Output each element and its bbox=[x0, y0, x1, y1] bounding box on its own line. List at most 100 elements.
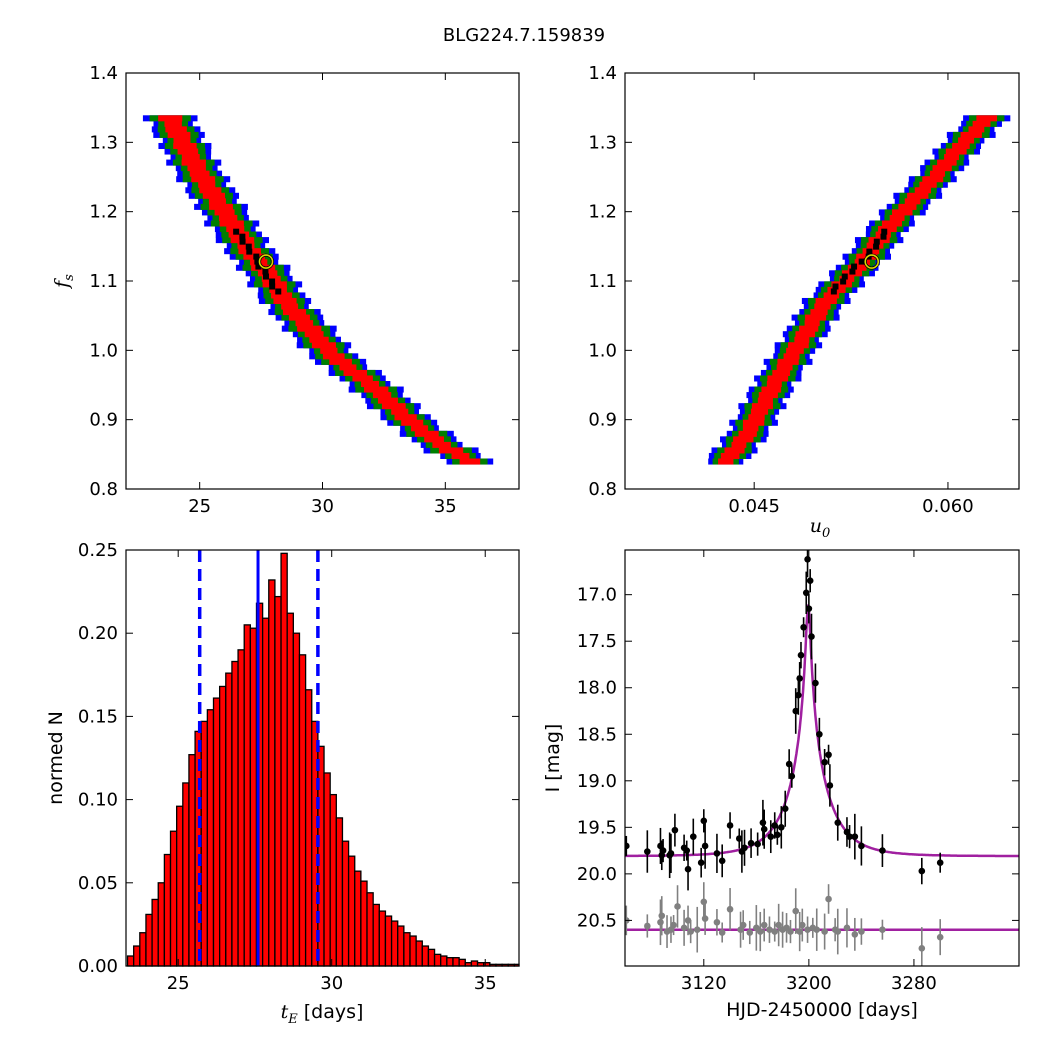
red-likelihood-cell bbox=[799, 325, 819, 332]
x-tick-label: 0.060 bbox=[922, 496, 974, 517]
photometry-point bbox=[792, 707, 800, 715]
histogram-bar bbox=[409, 935, 417, 967]
photometry-point bbox=[918, 867, 926, 875]
red-likelihood-cell bbox=[372, 392, 392, 399]
histogram-bar bbox=[163, 853, 172, 967]
red-likelihood-cell bbox=[295, 320, 314, 327]
photometry-point bbox=[683, 847, 691, 854]
histogram-bar bbox=[268, 579, 276, 967]
red-likelihood-cell bbox=[187, 165, 206, 172]
comparison-point bbox=[739, 921, 747, 929]
photometry-point bbox=[802, 589, 810, 597]
photometry-point bbox=[644, 848, 651, 855]
black-likelihood-cell bbox=[253, 253, 260, 260]
histogram-bar bbox=[354, 870, 362, 967]
y-tick-label: 1.4 bbox=[588, 63, 617, 84]
red-likelihood-cell bbox=[438, 447, 464, 454]
histogram-bar bbox=[212, 697, 221, 967]
photometry-point bbox=[788, 772, 796, 780]
black-likelihood-cell bbox=[881, 228, 888, 235]
comparison-point bbox=[713, 918, 721, 926]
red-likelihood-cell bbox=[919, 181, 937, 188]
red-likelihood-cell bbox=[167, 131, 191, 138]
y-tick-label: 17.5 bbox=[577, 631, 617, 652]
red-likelihood-cell bbox=[164, 120, 182, 127]
photometry-point bbox=[800, 623, 807, 631]
red-likelihood-cell bbox=[208, 198, 226, 205]
photometry-point bbox=[671, 826, 679, 834]
red-likelihood-cell bbox=[972, 120, 991, 127]
photometry-point bbox=[701, 842, 709, 850]
red-likelihood-cell bbox=[401, 419, 424, 426]
photometry-point bbox=[851, 833, 859, 840]
red-likelihood-cell bbox=[309, 336, 329, 343]
red-likelihood-cell bbox=[364, 386, 389, 393]
red-likelihood-cell bbox=[424, 436, 444, 443]
photometry-point bbox=[825, 751, 832, 759]
y-tick-label: 0.15 bbox=[78, 706, 118, 727]
red-likelihood-cell bbox=[823, 292, 840, 299]
black-likelihood-cell bbox=[246, 248, 253, 255]
red-likelihood-cell bbox=[731, 441, 747, 448]
red-likelihood-cell bbox=[794, 336, 810, 343]
red-likelihood-cell bbox=[767, 375, 789, 382]
comparison-point bbox=[787, 928, 794, 935]
red-likelihood-cell bbox=[343, 369, 368, 376]
histogram-bar bbox=[366, 892, 374, 967]
comparison-point bbox=[680, 924, 688, 932]
black-likelihood-cell bbox=[239, 238, 246, 245]
y-tick-label: 0.05 bbox=[78, 873, 118, 894]
red-likelihood-cell bbox=[742, 425, 759, 432]
y-tick-label: 20.5 bbox=[577, 910, 617, 931]
red-likelihood-cell bbox=[976, 115, 998, 122]
black-likelihood-cell bbox=[841, 273, 848, 280]
fs-vs-tE-panel: 25 30 35 0.8 0.9 1.0 1.1 1.2 1.3 1.4 fs bbox=[51, 63, 520, 517]
red-likelihood-cell bbox=[377, 397, 398, 404]
black-likelihood-cell bbox=[255, 263, 262, 270]
x-tick-label: 30 bbox=[311, 496, 334, 517]
red-likelihood-cell bbox=[297, 325, 322, 332]
photometry-point bbox=[754, 840, 761, 848]
red-likelihood-cell bbox=[952, 142, 970, 150]
comparison-point bbox=[687, 928, 694, 935]
comparison-point bbox=[760, 921, 768, 929]
histogram-bar bbox=[218, 685, 227, 967]
photometry-point bbox=[777, 824, 785, 831]
photometry-point bbox=[795, 691, 802, 699]
histogram-bar bbox=[458, 958, 466, 967]
histogram-bar bbox=[200, 720, 209, 967]
red-likelihood-cell bbox=[177, 148, 199, 155]
comparison-point bbox=[804, 926, 811, 934]
photometry-point bbox=[741, 844, 748, 852]
red-likelihood-cell bbox=[282, 309, 307, 316]
histogram-bar bbox=[286, 612, 294, 967]
plot-frame bbox=[125, 549, 520, 967]
red-likelihood-cell bbox=[219, 220, 244, 227]
black-likelihood-cell bbox=[269, 283, 276, 290]
photometry-point bbox=[879, 847, 886, 854]
red-likelihood-cell bbox=[432, 441, 451, 448]
black-likelihood-cell bbox=[262, 268, 269, 275]
red-likelihood-cell bbox=[202, 192, 225, 199]
histogram-bar bbox=[304, 689, 313, 967]
red-likelihood-cell bbox=[958, 137, 975, 144]
red-likelihood-cell bbox=[451, 452, 470, 459]
red-likelihood-cell bbox=[311, 342, 336, 349]
black-likelihood-cell bbox=[849, 268, 856, 275]
y-tick-label: 19.0 bbox=[577, 771, 617, 792]
y-tick-label: 18.0 bbox=[577, 678, 617, 699]
red-likelihood-cell bbox=[945, 148, 967, 155]
y-tick-label: 0.25 bbox=[78, 540, 118, 561]
histogram-bar bbox=[427, 948, 436, 967]
histogram-bar bbox=[237, 649, 245, 967]
photometry-point bbox=[821, 758, 828, 766]
comparison-point bbox=[834, 928, 842, 935]
photometry-point bbox=[804, 556, 811, 563]
red-likelihood-cell bbox=[173, 142, 197, 150]
red-likelihood-cell bbox=[173, 137, 191, 144]
comparison-point bbox=[796, 928, 803, 935]
histogram-bar bbox=[188, 754, 196, 967]
photometry-point bbox=[936, 859, 944, 866]
photometry-point bbox=[771, 822, 779, 829]
histogram-bar bbox=[231, 660, 239, 967]
